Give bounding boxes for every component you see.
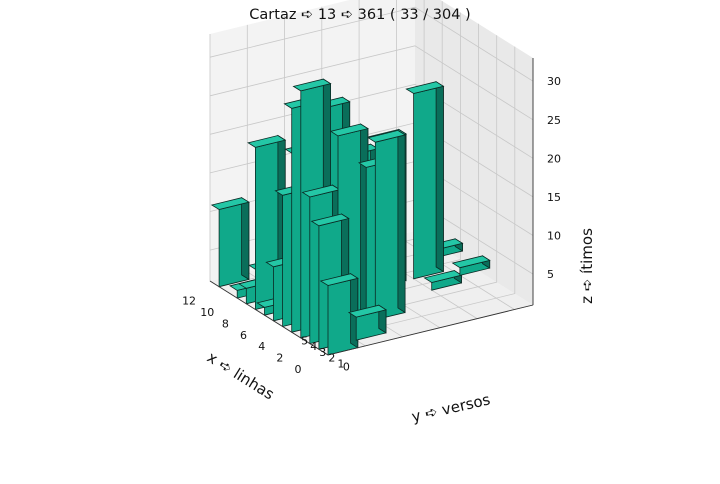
bar-top-face (292, 78, 332, 92)
y-axis-line (327, 304, 534, 356)
bar-top-face (310, 213, 350, 227)
z-gridline (209, 83, 534, 159)
y-tick-label: 1 (337, 357, 344, 370)
bar-top-face (329, 123, 369, 137)
z-gridline (209, 6, 534, 82)
bar-top-face (405, 81, 445, 94)
bar-top-face (451, 255, 491, 269)
bar-top-face (319, 273, 359, 286)
bar-top-face (247, 135, 287, 148)
chart-title: Cartaz ➪ 13 ➪ 361 ( 33 / 304 ) (249, 7, 471, 23)
z-tick-label: 5 (547, 268, 554, 281)
x-tick-label: 4 (258, 340, 265, 353)
bar-top-face (301, 184, 341, 198)
x-tick-label: 10 (200, 306, 214, 319)
bar (367, 129, 407, 321)
x-axis-label: x ➪ linhas (204, 348, 278, 403)
bar-top-face (210, 197, 250, 210)
x-tick-label: 0 (295, 363, 302, 376)
y-tick-label: 0 (343, 361, 350, 374)
y-tick-label: 5 (301, 335, 308, 348)
x-tick-label: 8 (222, 317, 229, 330)
bar (210, 196, 250, 288)
x-tick-label: 12 (182, 295, 196, 308)
y-tick-label: 2 (328, 352, 335, 365)
bar-top-face (347, 304, 388, 318)
bar (405, 80, 445, 280)
z-tick-label: 20 (547, 152, 561, 165)
z-gridline (209, 45, 534, 121)
side-wall-pane (415, 0, 533, 305)
y-tick-label: 3 (319, 346, 326, 359)
bar (423, 269, 463, 291)
bar-top-face (423, 270, 463, 283)
bar-side-face (397, 129, 406, 314)
bar-side-face (241, 196, 250, 281)
bar (347, 304, 388, 341)
z-tick-label: 15 (547, 191, 561, 204)
z-axis-label: z ➪ ítimos (578, 228, 596, 304)
x-tick-label: 2 (276, 352, 283, 365)
bar-top-face (367, 129, 407, 143)
z-tick-label: 30 (547, 75, 561, 88)
z-tick-label: 10 (547, 230, 561, 243)
bar-side-face (435, 80, 444, 273)
x-tick-label: 6 (240, 329, 247, 342)
x-axis-line (209, 280, 329, 356)
bar (451, 255, 491, 276)
y-axis-label: y ➪ versos (410, 390, 492, 426)
y-tick-label: 4 (310, 340, 317, 353)
z-tick-label: 25 (547, 114, 561, 127)
